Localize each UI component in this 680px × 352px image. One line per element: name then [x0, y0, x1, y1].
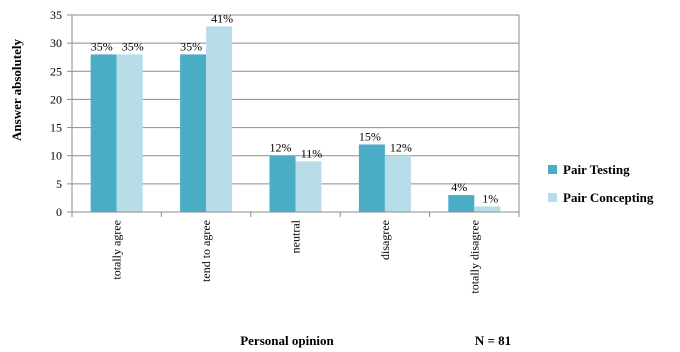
bar-pair-testing-totally-disagree — [448, 195, 475, 212]
sample-size-note: N = 81 — [475, 333, 511, 348]
bars — [90, 26, 501, 213]
data-label-pair-testing-tend-to-agree: 35% — [180, 39, 202, 53]
data-label-pair-testing-totally-disagree: 4% — [451, 180, 467, 194]
data-labels: 35% 35% 35% 41% 12% 11% 15% 12% 4% 1% — [91, 11, 499, 205]
legend-swatch-pair-testing — [548, 165, 557, 174]
bar-pair-concepting-disagree — [384, 155, 411, 212]
data-label-pair-concepting-disagree: 12% — [390, 141, 412, 155]
bar-pair-testing-totally-agree — [90, 54, 117, 213]
axes: 0 5 10 15 20 25 30 35 totally agree tend to agree… — [50, 8, 520, 294]
data-label-pair-concepting-tend-to-agree: 41% — [211, 11, 233, 25]
legend-swatch-pair-concepting — [548, 193, 557, 202]
data-label-pair-concepting-totally-disagree: 1% — [482, 191, 498, 205]
y-axis-title: Answer absolutely — [9, 39, 24, 141]
bar-pair-testing-tend-to-agree — [180, 54, 207, 213]
bar-pair-concepting-totally-disagree — [474, 206, 501, 212]
legend-label-pair-testing: Pair Testing — [563, 162, 630, 177]
legend: Pair Testing Pair Concepting — [548, 162, 654, 205]
y-tick-label-10: 10 — [50, 149, 62, 163]
legend-label-pair-concepting: Pair Concepting — [563, 190, 654, 205]
category-label-totally-disagree: totally disagree — [467, 220, 481, 294]
y-tick-label-0: 0 — [56, 205, 62, 219]
y-tick-label-35: 35 — [50, 8, 62, 22]
category-label-neutral: neutral — [289, 219, 303, 253]
data-label-pair-testing-neutral: 12% — [270, 141, 292, 155]
y-tick-label-20: 20 — [50, 92, 62, 106]
y-tick-label-30: 30 — [50, 36, 62, 50]
y-tick-label-5: 5 — [56, 177, 62, 191]
y-tick-label-15: 15 — [50, 121, 62, 135]
bar-pair-testing-disagree — [358, 144, 385, 212]
x-axis-title: Personal opinion — [240, 333, 334, 348]
bar-pair-concepting-tend-to-agree — [206, 26, 233, 213]
category-label-totally-agree: totally agree — [110, 220, 124, 280]
data-label-pair-concepting-totally-agree: 35% — [122, 39, 144, 53]
bar-pair-testing-neutral — [269, 155, 296, 212]
bar-pair-concepting-totally-agree — [116, 54, 143, 213]
data-label-pair-testing-disagree: 15% — [359, 129, 381, 143]
data-label-pair-concepting-neutral: 11% — [301, 146, 323, 160]
category-label-tend-to-agree: tend to agree — [199, 220, 213, 282]
y-tick-label-25: 25 — [50, 64, 62, 78]
category-label-disagree: disagree — [378, 220, 392, 260]
data-label-pair-testing-totally-agree: 35% — [91, 39, 113, 53]
bar-pair-concepting-neutral — [295, 161, 322, 212]
